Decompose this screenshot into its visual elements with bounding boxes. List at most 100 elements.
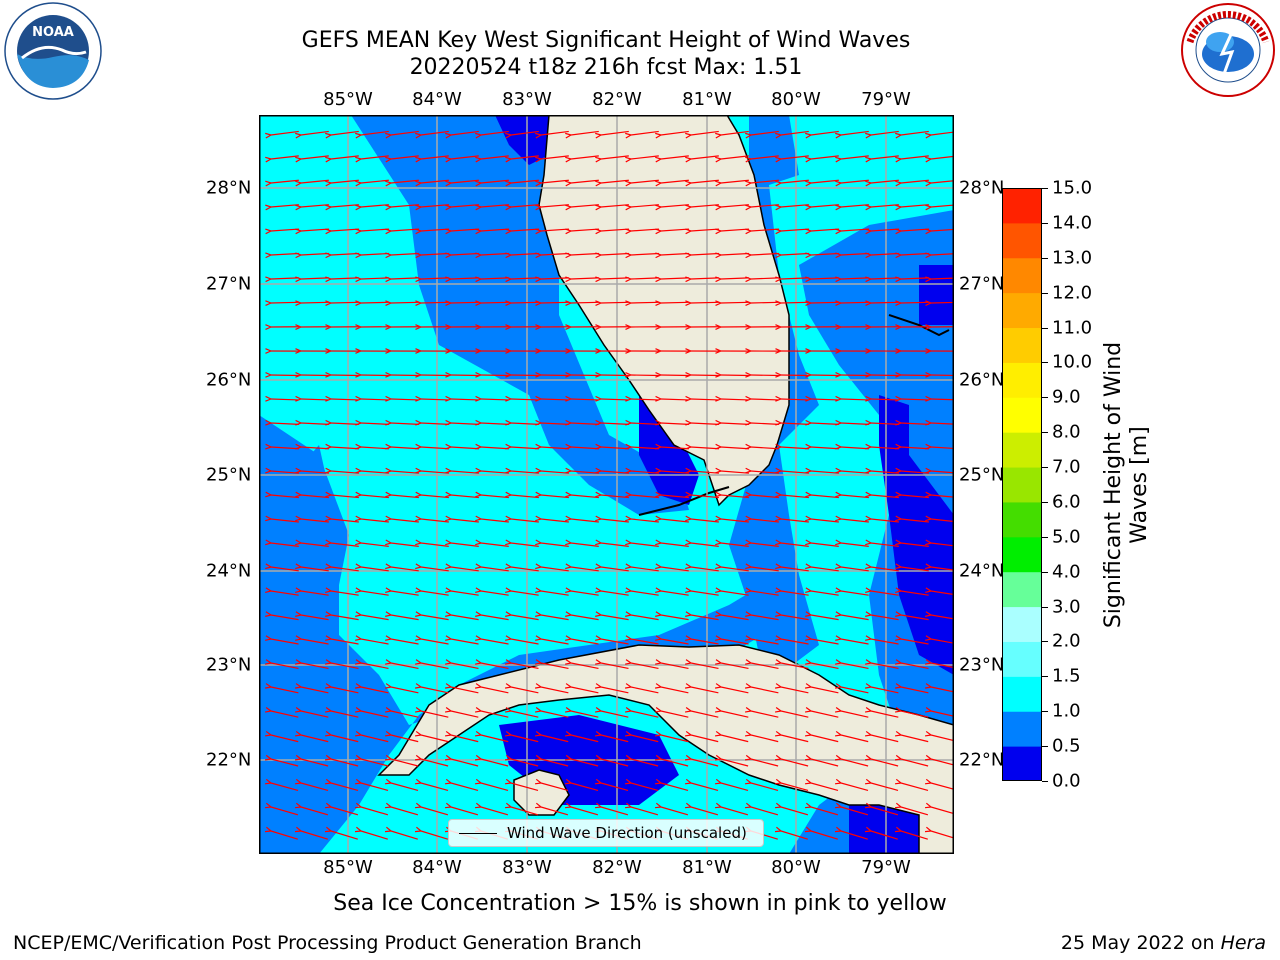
wave-direction-arrow: [810, 179, 839, 184]
wave-direction-arrow: [330, 806, 359, 816]
wave-direction-arrow: [630, 590, 659, 596]
wave-direction-arrow: [390, 204, 419, 208]
wave-direction-arrowhead: [324, 802, 332, 809]
wave-direction-arrowhead: [415, 324, 422, 330]
wave-direction-arrow: [840, 806, 869, 816]
wave-direction-arrowhead: [775, 491, 782, 498]
wave-direction-arrowhead: [864, 707, 872, 713]
wave-direction-arrow: [750, 614, 779, 621]
wave-direction-arrow: [270, 398, 300, 401]
wave-direction-arrow: [690, 710, 719, 718]
wave-direction-arrowhead: [294, 707, 302, 713]
wave-direction-arrowhead: [324, 683, 332, 689]
wave-direction-arrowhead: [534, 802, 542, 809]
wave-direction-arrow: [870, 830, 898, 840]
wave-direction-arrowhead: [415, 395, 422, 402]
wave-direction-arrow: [780, 398, 810, 401]
wave-direction-arrow: [270, 204, 299, 208]
wave-direction-arrow: [930, 180, 954, 184]
wave-direction-arrow: [270, 686, 299, 694]
wave-direction-arrowhead: [504, 707, 512, 713]
wave-direction-arrow: [540, 758, 569, 767]
wave-direction-arrowhead: [265, 180, 272, 187]
wave-direction-arrowhead: [595, 156, 602, 163]
wave-direction-arrowhead: [414, 730, 422, 737]
wave-direction-arrowhead: [325, 587, 332, 594]
wave-direction-arrowhead: [715, 324, 722, 330]
wave-direction-arrowhead: [835, 228, 842, 235]
wave-direction-arrowhead: [295, 204, 302, 211]
wave-direction-arrowhead: [565, 348, 572, 354]
wave-direction-arrowhead: [684, 730, 692, 737]
wave-direction-arrow: [810, 806, 839, 816]
wave-direction-arrowhead: [445, 180, 452, 187]
wave-direction-arrowhead: [864, 826, 872, 833]
wave-direction-arrowhead: [415, 635, 422, 641]
wave-direction-arrowhead: [805, 443, 812, 450]
wave-direction-arrowhead: [355, 348, 362, 354]
wave-direction-arrowhead: [505, 348, 512, 354]
wave-direction-arrowhead: [565, 515, 572, 522]
wave-direction-arrowhead: [265, 635, 272, 641]
wave-direction-arrowhead: [865, 563, 872, 570]
wave-direction-arrow: [690, 782, 719, 791]
lat-label-right-26n: 26°N: [959, 369, 1005, 391]
colorbar-band: [1002, 327, 1042, 363]
wave-direction-arrowhead: [445, 372, 452, 378]
wave-direction-arrow: [450, 518, 479, 523]
wave-direction-arrowhead: [864, 778, 872, 785]
wave-direction-arrowhead: [654, 778, 662, 785]
wave-direction-arrow: [480, 301, 510, 304]
wave-direction-arrow: [930, 470, 954, 474]
wave-direction-arrow: [480, 398, 510, 401]
wave-direction-arrow: [870, 686, 899, 694]
colorbar-tick-label: 13.0: [1052, 247, 1093, 269]
wave-direction-arrow: [720, 422, 749, 425]
wave-direction-arrowhead: [745, 180, 752, 187]
wave-direction-arrowhead: [385, 419, 392, 426]
colorbar-tick-label: 15.0: [1052, 177, 1093, 199]
wave-direction-arrow: [690, 662, 719, 669]
wave-direction-arrow: [900, 758, 929, 767]
wave-direction-arrowhead: [444, 754, 452, 761]
wave-direction-arrowhead: [325, 635, 332, 641]
wave-direction-arrowhead: [444, 802, 452, 809]
wave-direction-arrow: [510, 179, 539, 184]
wave-direction-arrow: [690, 398, 720, 401]
wave-direction-arrow: [480, 374, 510, 377]
wave-direction-arrow: [300, 518, 329, 523]
colorbar-tick-mark: [1042, 432, 1048, 434]
wave-direction-arrowhead: [895, 491, 902, 498]
wave-direction-arrowhead: [415, 348, 422, 354]
wave-direction-arrow: [480, 518, 509, 523]
lon-label-top-79w: 79°W: [861, 89, 911, 110]
florida-peninsula-land: [538, 115, 790, 507]
wave-direction-arrow: [930, 374, 954, 377]
wave-direction-arrowhead: [714, 754, 722, 761]
colorbar-tick-mark: [1042, 746, 1048, 748]
colorbar-band: [1002, 467, 1042, 503]
wave-direction-arrow: [840, 710, 869, 718]
wave-direction-arrowhead: [835, 611, 842, 617]
wave-direction-arrowhead: [384, 754, 392, 761]
wave-direction-arrowhead: [835, 276, 842, 283]
wave-direction-arrow: [930, 494, 954, 498]
wave-direction-arrow: [750, 130, 779, 136]
wave-direction-arrow: [630, 758, 659, 767]
wave-direction-arrowhead: [925, 587, 932, 594]
wave-direction-arrowhead: [805, 515, 812, 522]
wave-direction-arrowhead: [295, 395, 302, 402]
wave-direction-arrow: [330, 710, 359, 718]
wave-direction-arrowhead: [744, 802, 752, 809]
wave-direction-arrow: [840, 518, 869, 523]
wave-direction-arrowhead: [685, 515, 692, 522]
wave-direction-arrow: [630, 782, 659, 791]
wave-direction-arrowhead: [325, 228, 332, 235]
wave-direction-arrowhead: [805, 659, 812, 665]
wave-direction-arrow: [930, 614, 954, 620]
wave-direction-arrow: [690, 277, 720, 280]
wave-direction-arrow: [690, 470, 719, 474]
wave-direction-arrowhead: [835, 180, 842, 187]
colorbar-tick-mark: [1042, 501, 1048, 503]
wave-direction-arrowhead: [895, 659, 902, 665]
